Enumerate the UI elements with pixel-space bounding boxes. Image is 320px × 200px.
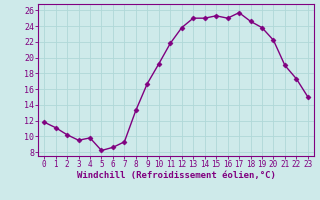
X-axis label: Windchill (Refroidissement éolien,°C): Windchill (Refroidissement éolien,°C) [76, 171, 276, 180]
